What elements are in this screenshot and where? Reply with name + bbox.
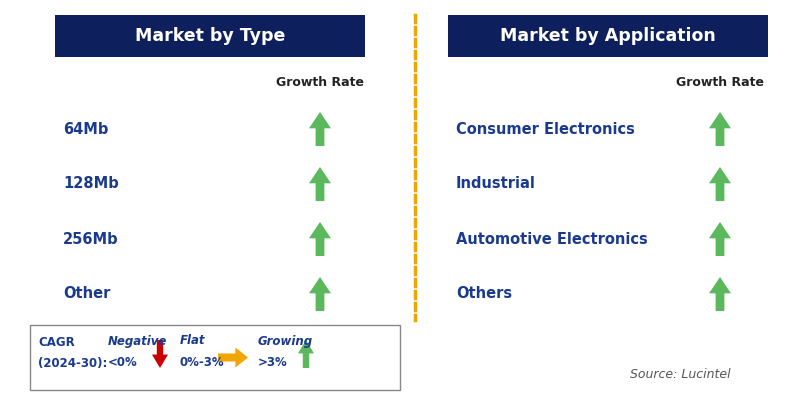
Text: 128Mb: 128Mb — [63, 177, 118, 192]
Text: Market by Type: Market by Type — [135, 27, 285, 45]
Text: Others: Others — [456, 287, 512, 302]
Polygon shape — [152, 340, 168, 368]
Text: 256Mb: 256Mb — [63, 232, 118, 247]
Polygon shape — [709, 277, 731, 311]
Text: Market by Application: Market by Application — [501, 27, 716, 45]
Polygon shape — [298, 340, 314, 368]
Text: Flat: Flat — [180, 335, 206, 348]
Text: Consumer Electronics: Consumer Electronics — [456, 122, 635, 136]
Text: Growth Rate: Growth Rate — [276, 76, 364, 88]
Text: <0%: <0% — [108, 357, 138, 370]
Text: 64Mb: 64Mb — [63, 122, 108, 136]
Polygon shape — [709, 167, 731, 201]
Text: >3%: >3% — [258, 357, 288, 370]
Text: Automotive Electronics: Automotive Electronics — [456, 232, 648, 247]
Text: Other: Other — [63, 287, 110, 302]
Polygon shape — [709, 112, 731, 146]
Polygon shape — [309, 277, 331, 311]
Text: 0%-3%: 0%-3% — [180, 357, 225, 370]
FancyBboxPatch shape — [55, 15, 365, 57]
FancyBboxPatch shape — [448, 15, 768, 57]
Polygon shape — [218, 348, 248, 368]
Text: (2024-30):: (2024-30): — [38, 357, 107, 370]
Text: Growth Rate: Growth Rate — [676, 76, 764, 88]
Polygon shape — [309, 112, 331, 146]
FancyBboxPatch shape — [30, 325, 400, 390]
Polygon shape — [709, 222, 731, 256]
Text: Growing: Growing — [258, 335, 313, 348]
Polygon shape — [309, 167, 331, 201]
Polygon shape — [309, 222, 331, 256]
Text: Source: Lucintel: Source: Lucintel — [629, 368, 730, 381]
Text: CAGR: CAGR — [38, 337, 75, 350]
Text: Negative: Negative — [108, 335, 168, 348]
Text: Industrial: Industrial — [456, 177, 536, 192]
